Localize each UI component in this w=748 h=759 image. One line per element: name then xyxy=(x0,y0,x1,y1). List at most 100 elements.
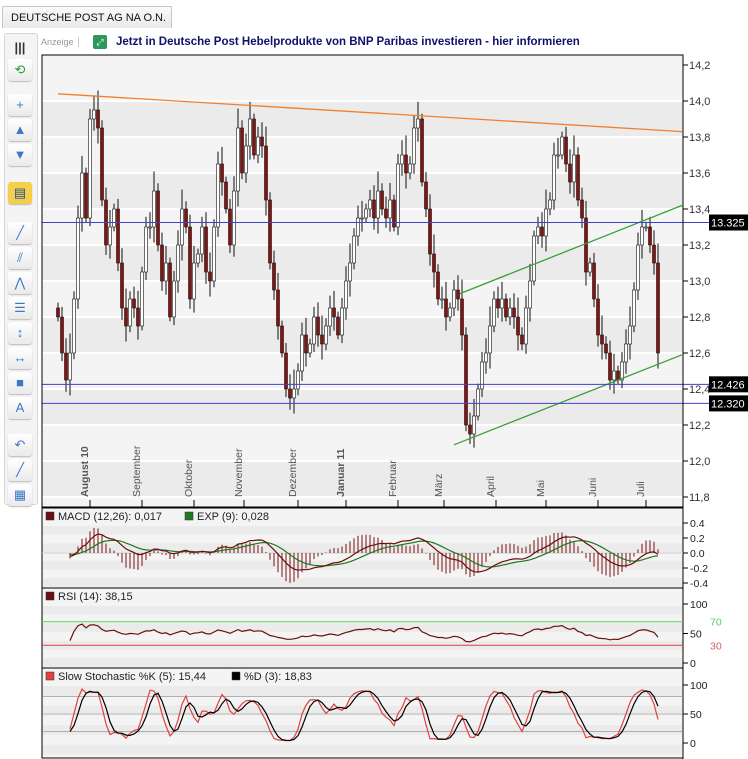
candle-body xyxy=(576,154,580,201)
zoom-out-tool-button[interactable]: ▼ xyxy=(8,144,32,166)
candle-body xyxy=(92,109,96,120)
candle-body xyxy=(224,181,228,210)
candle-body xyxy=(132,298,136,309)
price-label-box xyxy=(709,395,748,412)
candle-body xyxy=(100,127,104,201)
candle-body xyxy=(64,352,68,381)
macd-legend-swatch xyxy=(45,511,55,521)
crosshair-icon: + xyxy=(16,97,24,112)
rsi-lower-label: 30 xyxy=(710,640,722,652)
candle-body xyxy=(56,307,60,318)
candle-body xyxy=(620,361,624,381)
rsi-line xyxy=(69,623,659,643)
candle-body xyxy=(152,190,156,228)
candle-body xyxy=(376,190,380,219)
candle-body xyxy=(80,172,84,219)
price-panel-frame xyxy=(41,54,684,508)
rectangle-icon: ■ xyxy=(16,375,24,390)
price-band xyxy=(42,101,683,137)
candle-body xyxy=(488,325,492,354)
candle-body xyxy=(196,253,200,264)
ray-tool-button[interactable]: ╱ xyxy=(8,459,32,481)
candle-body xyxy=(188,226,192,300)
stoch-tick-label: 50 xyxy=(690,709,702,721)
candle-body xyxy=(352,235,356,264)
macd-tick-label: 0.4 xyxy=(690,518,705,530)
stoch-d-line xyxy=(69,690,659,742)
candle-body xyxy=(652,244,656,264)
crosshair-tool-button[interactable]: + xyxy=(8,94,32,116)
candle-body xyxy=(84,172,88,219)
candle-body xyxy=(300,334,304,372)
price-label-box xyxy=(709,214,748,231)
y-tick-label: 14,2 xyxy=(689,60,710,72)
stoch-panel-band xyxy=(42,744,683,755)
price-band xyxy=(42,461,683,497)
rectangle-tool-button[interactable]: ■ xyxy=(8,372,32,394)
fibonacci-tool-button[interactable]: ⋀ xyxy=(8,272,32,294)
horizontal-line-tool-button[interactable]: ↔ xyxy=(8,347,32,369)
candle-body xyxy=(644,226,648,229)
colors-icon: ▦ xyxy=(13,487,27,502)
indicators-tool-button[interactable]: ▤ xyxy=(8,182,32,204)
ad-link[interactable]: Jetzt in Deutsche Post Hebelprodukte von… xyxy=(116,36,580,48)
month-label: Oktober xyxy=(183,459,195,497)
tab-bar: DEUTSCHE POST AG NA O.N. xyxy=(0,0,748,30)
channel-lower xyxy=(453,354,683,446)
signal-legend-swatch xyxy=(184,511,194,521)
price-label: 12.426 xyxy=(711,379,745,391)
candle-body xyxy=(324,325,328,345)
candle-body xyxy=(540,226,544,237)
price-band xyxy=(42,245,683,281)
candle-body xyxy=(648,226,652,246)
candle-body xyxy=(616,370,620,381)
macd-tick-label: -0.4 xyxy=(690,578,708,590)
arc-tool-button[interactable]: ↶ xyxy=(8,434,32,456)
channel-tool-button[interactable]: ⫽ xyxy=(8,247,32,269)
colors-tool-button[interactable]: ▦ xyxy=(8,484,32,506)
candle-body xyxy=(88,118,92,219)
y-tick-label: 12,4 xyxy=(689,384,710,396)
zoom-in-tool-button[interactable]: ▲ xyxy=(8,119,32,141)
collapse-toolbar-tool-button[interactable]: ||| xyxy=(8,37,32,59)
candle-body xyxy=(600,334,604,345)
month-label: August 10 xyxy=(79,446,91,497)
stoch-tick-label: 100 xyxy=(690,680,708,692)
candle-body xyxy=(284,352,288,390)
candle-body xyxy=(144,226,148,273)
candle-body xyxy=(492,298,496,327)
candle-body xyxy=(252,118,256,156)
ad-banner[interactable]: Anzeige ⤢ Jetzt in Deutsche Post Hebelpr… xyxy=(40,33,748,53)
candle-body xyxy=(212,226,216,282)
candle-body xyxy=(556,154,560,157)
macd-tick-label: 0.0 xyxy=(690,548,705,560)
candle-body xyxy=(612,370,616,381)
refresh-tool-button[interactable]: ⟲ xyxy=(8,59,32,81)
candle-body xyxy=(260,136,264,147)
month-label: März xyxy=(433,474,445,497)
candle-body xyxy=(384,208,388,219)
candle-body xyxy=(572,154,576,183)
candle-body xyxy=(476,388,480,417)
candle-body xyxy=(364,208,368,219)
refresh-icon: ⟲ xyxy=(14,62,26,77)
text-tool-button[interactable]: A xyxy=(8,397,32,419)
trendline-tool-button[interactable]: ╱ xyxy=(8,222,32,244)
vertical-line-tool-button[interactable]: ↕ xyxy=(8,322,32,344)
price-label-box xyxy=(709,376,748,393)
y-tick-label: 12,8 xyxy=(689,312,710,324)
candle-body xyxy=(340,307,344,336)
rsi-upper-label: 70 xyxy=(710,617,722,629)
candle-body xyxy=(208,271,212,282)
candle-body xyxy=(308,343,312,354)
candle-body xyxy=(332,307,336,318)
stoch-panel-band xyxy=(42,725,683,735)
candle-body xyxy=(120,262,124,309)
candle-body xyxy=(380,190,384,210)
candle-body xyxy=(216,163,220,228)
tab-deutsche-post[interactable]: DEUTSCHE POST AG NA O.N. xyxy=(2,6,172,28)
fib-levels-tool-button[interactable]: ☰ xyxy=(8,297,32,319)
candle-body xyxy=(484,352,488,363)
candle-body xyxy=(548,199,552,210)
